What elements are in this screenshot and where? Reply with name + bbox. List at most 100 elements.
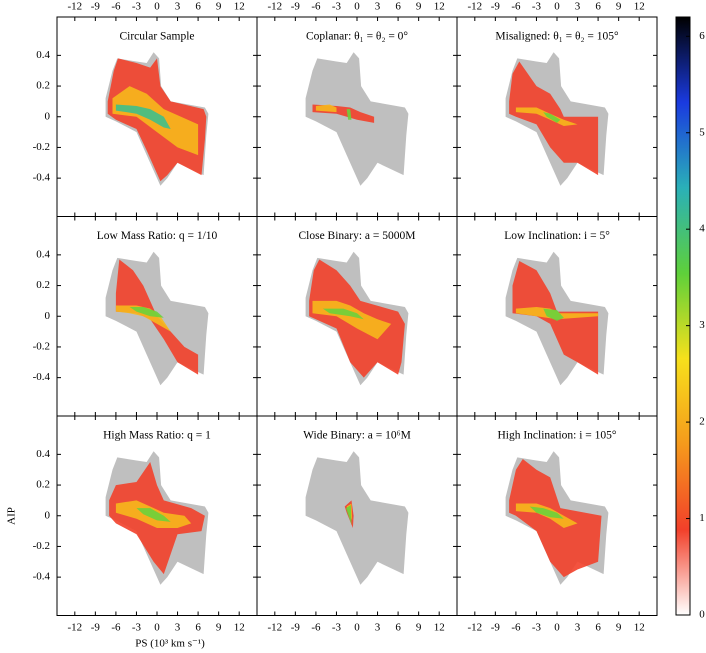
x-tick-label: 3 (575, 622, 581, 634)
x-tick-label: -9 (491, 622, 501, 634)
x-tick-label: 12 (234, 1, 245, 13)
x-tick-label: 3 (375, 622, 381, 634)
x-tick-label: 9 (616, 1, 622, 13)
y-tick-label: 0.4 (36, 448, 50, 460)
panel (105, 251, 209, 386)
y-tick-label: 0.4 (36, 248, 50, 260)
colorbar-tick-label: 5 (699, 126, 705, 138)
y-tick-label: 0.2 (36, 479, 50, 491)
density-region (322, 308, 364, 320)
x-tick-label: 0 (354, 622, 360, 634)
panel (505, 451, 609, 585)
x-tick-label: -12 (67, 622, 82, 634)
y-tick-label: -0.4 (33, 172, 51, 184)
y-tick-label: 0 (45, 110, 51, 122)
x-tick-label: -3 (332, 1, 342, 13)
density-region (115, 305, 171, 332)
x-tick-label: -3 (532, 1, 542, 13)
x-tick-label: 0 (554, 1, 560, 13)
y-tick-label: -0.4 (33, 571, 51, 583)
density-region (543, 308, 564, 321)
panel-title: Close Binary: a = 5000M (298, 230, 415, 242)
panel (105, 52, 209, 186)
y-tick-label: 0.2 (36, 279, 50, 291)
x-tick-label: 3 (375, 1, 381, 13)
x-tick-label: 9 (216, 622, 222, 634)
x-tick-label: 6 (595, 1, 601, 13)
panel-title: High Mass Ratio: q = 1 (103, 430, 211, 442)
colorbar-tick-label: 2 (699, 416, 705, 428)
panels: Circular Sample -12 -9 -6 -3 0 3 6 9 12 0.4 0.2 0 -0.… (33, 1, 658, 634)
x-tick-label: 9 (216, 1, 222, 13)
x-tick-label: -6 (511, 622, 521, 634)
x-tick-label: 3 (175, 1, 181, 13)
x-tick-label: -6 (311, 1, 321, 13)
x-tick-label: 12 (234, 622, 245, 634)
x-tick-label: -12 (467, 1, 482, 13)
y-tick-label: -0.4 (33, 371, 51, 383)
density-region (136, 508, 171, 522)
y-tick-label: -0.2 (33, 340, 50, 352)
panel-title: Low Inclination: i = 5° (504, 230, 610, 242)
x-tick-label: -9 (91, 1, 101, 13)
y-tick-label: 0 (45, 509, 51, 521)
x-tick-label: -9 (491, 1, 501, 13)
panel-title: High Inclination: i = 105° (497, 430, 616, 442)
x-tick-label: -3 (132, 622, 142, 634)
x-tick-label: 3 (175, 622, 181, 634)
x-tick-label: -6 (511, 1, 521, 13)
colorbar-tick-label: 6 (699, 30, 705, 42)
panel-title: Low Mass Ratio: q = 1/10 (97, 230, 218, 242)
density-region (346, 505, 352, 525)
colorbar-tick-label: 4 (699, 223, 705, 235)
panel-title: Circular Sample (119, 31, 194, 43)
density-region (529, 506, 564, 519)
x-tick-label: 6 (395, 622, 401, 634)
x-tick-label: 12 (434, 622, 445, 634)
panel (505, 52, 609, 186)
colorbar (675, 16, 691, 616)
x-tick-label: 0 (354, 1, 360, 13)
x-tick-label: 0 (154, 1, 160, 13)
x-tick-label: -6 (111, 1, 121, 13)
y-tick-label: -0.2 (33, 141, 50, 153)
x-tick-label: 6 (395, 1, 401, 13)
x-tick-label: -12 (467, 622, 482, 634)
x-tick-label: -9 (291, 1, 301, 13)
x-tick-label: 6 (595, 622, 601, 634)
density-region (315, 104, 337, 113)
colorbar-tick-label: 0 (699, 609, 705, 621)
x-tick-label: -6 (111, 622, 121, 634)
density-region (115, 104, 171, 129)
x-tick-label: -12 (267, 1, 282, 13)
x-tick-label: -3 (132, 1, 142, 13)
x-tick-label: -3 (532, 622, 542, 634)
x-tick-label: 12 (434, 1, 445, 13)
x-tick-label: -6 (311, 622, 321, 634)
x-tick-label: 9 (416, 622, 422, 634)
panel (505, 251, 609, 386)
x-tick-label: 0 (554, 622, 560, 634)
density-region (543, 112, 561, 123)
x-tick-label: -12 (67, 1, 82, 13)
panel-title: Wide Binary: a = 10⁶M (303, 430, 411, 442)
x-tick-label: -9 (91, 622, 101, 634)
panel (105, 451, 209, 585)
x-tick-label: 0 (154, 622, 160, 634)
y-tick-label: 0.4 (36, 49, 50, 61)
x-tick-label: 3 (575, 1, 581, 13)
x-tick-label: 12 (634, 1, 645, 13)
density-region (129, 307, 164, 318)
panel-title: Coplanar: θ₁ = θ₂ = 0° (306, 31, 408, 43)
x-tick-label: 12 (634, 622, 645, 634)
panel (305, 251, 409, 386)
panel (305, 451, 409, 585)
panel-title: Misaligned: θ₁ = θ₂ = 105° (495, 31, 619, 43)
y-axis-label: AIP (6, 507, 18, 525)
x-tick-label: 9 (616, 622, 622, 634)
density-region (346, 109, 352, 120)
x-tick-label: 6 (195, 622, 201, 634)
colorbar-tick-label: 3 (699, 319, 705, 331)
panel (305, 52, 409, 186)
